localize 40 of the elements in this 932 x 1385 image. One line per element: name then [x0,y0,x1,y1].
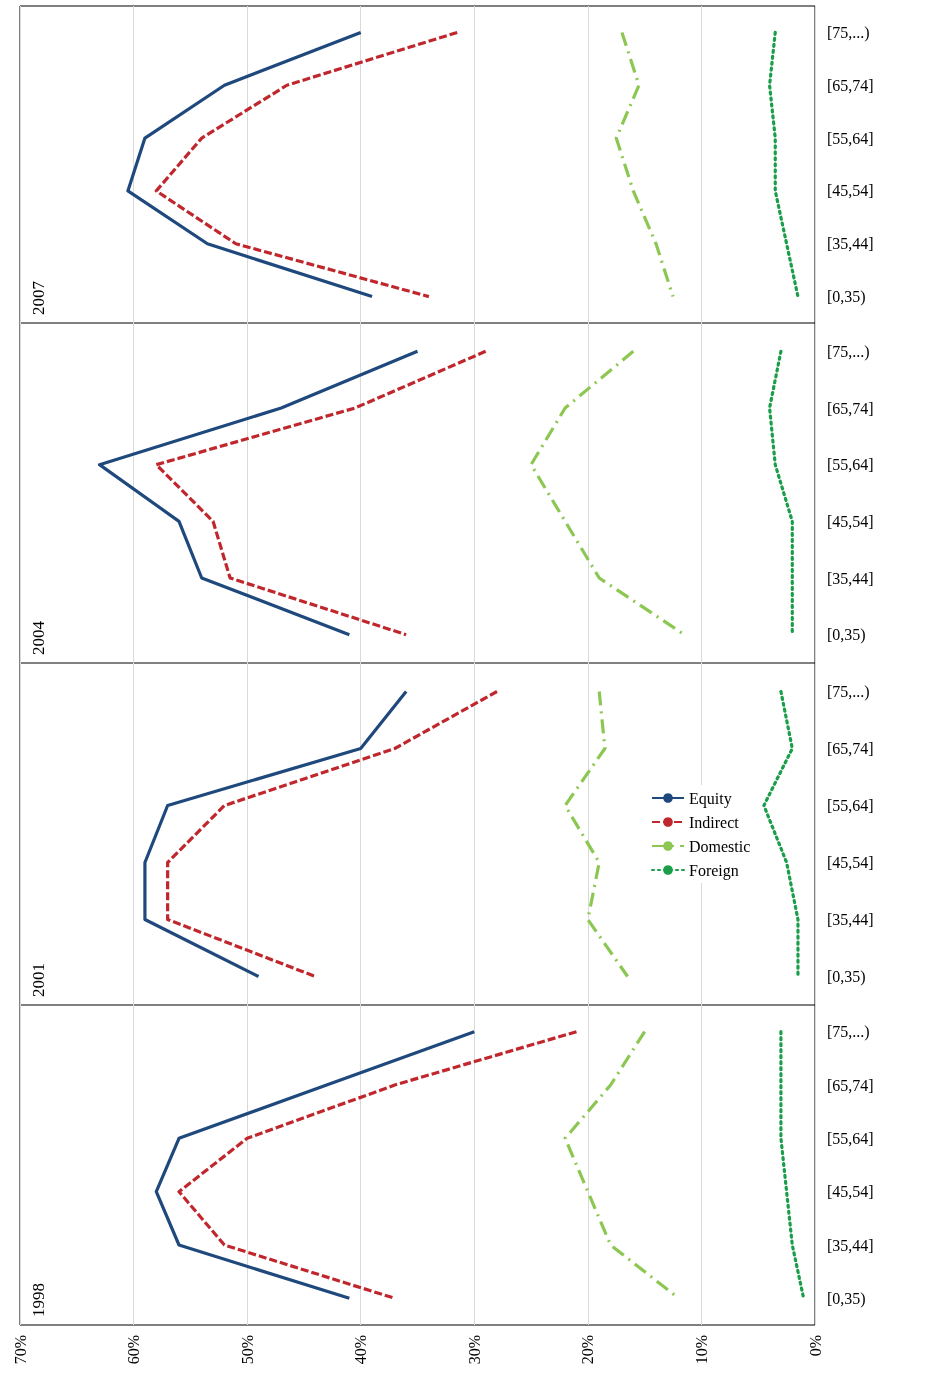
y-tick-label: [45,54] [827,512,874,530]
text: 1998 [28,1283,48,1317]
text: 2001 [28,963,48,997]
y-tick-label: [65,74] [827,399,874,417]
y-tick-label: [45,54] [827,182,874,200]
text: 2007 [28,280,48,315]
x-tick-label: 70% [11,1335,29,1365]
y-tick-label: [75,...) [827,342,870,361]
y-tick-label: [0,35) [827,968,866,986]
y-tick-label: [65,74] [827,1076,874,1094]
y-tick-label: [45,54] [827,854,874,871]
y-tick-label: [55,64] [827,1129,874,1147]
x-tick-label: 0% [806,1335,824,1357]
y-tick-label: [0,35) [827,288,866,307]
y-tick-label: [35,44] [827,569,874,587]
y-tick-label: [75,...) [827,683,870,701]
x-tick-label: 60% [125,1335,143,1365]
y-tick-label: [35,44] [827,235,874,253]
legend-label: Foreign [689,861,739,880]
y-tick-label: [0,35) [827,1289,866,1308]
legend-label: Domestic [689,837,751,855]
text: 2004 [28,620,48,655]
x-tick-label: 10% [692,1335,710,1365]
y-tick-label: [55,64] [827,129,874,147]
y-tick-label: [65,74] [827,740,874,757]
y-tick-label: [0,35) [827,626,866,645]
x-tick-label: 50% [238,1335,256,1365]
x-tick-label: 20% [579,1335,597,1365]
y-tick-label: [55,64] [827,797,874,814]
y-tick-label: [35,44] [827,1236,874,1254]
y-tick-label: [75,...) [827,23,870,42]
y-tick-label: [55,64] [827,456,874,474]
x-tick-label: 40% [352,1335,370,1365]
y-tick-label: [75,...) [827,1023,870,1042]
legend-label: Equity [689,789,732,808]
y-tick-label: [45,54] [827,1183,874,1201]
legend-label: Indirect [689,813,740,831]
x-tick-label: 30% [465,1335,483,1365]
y-tick-label: [65,74] [827,76,874,94]
y-tick-label: [35,44] [827,911,874,928]
